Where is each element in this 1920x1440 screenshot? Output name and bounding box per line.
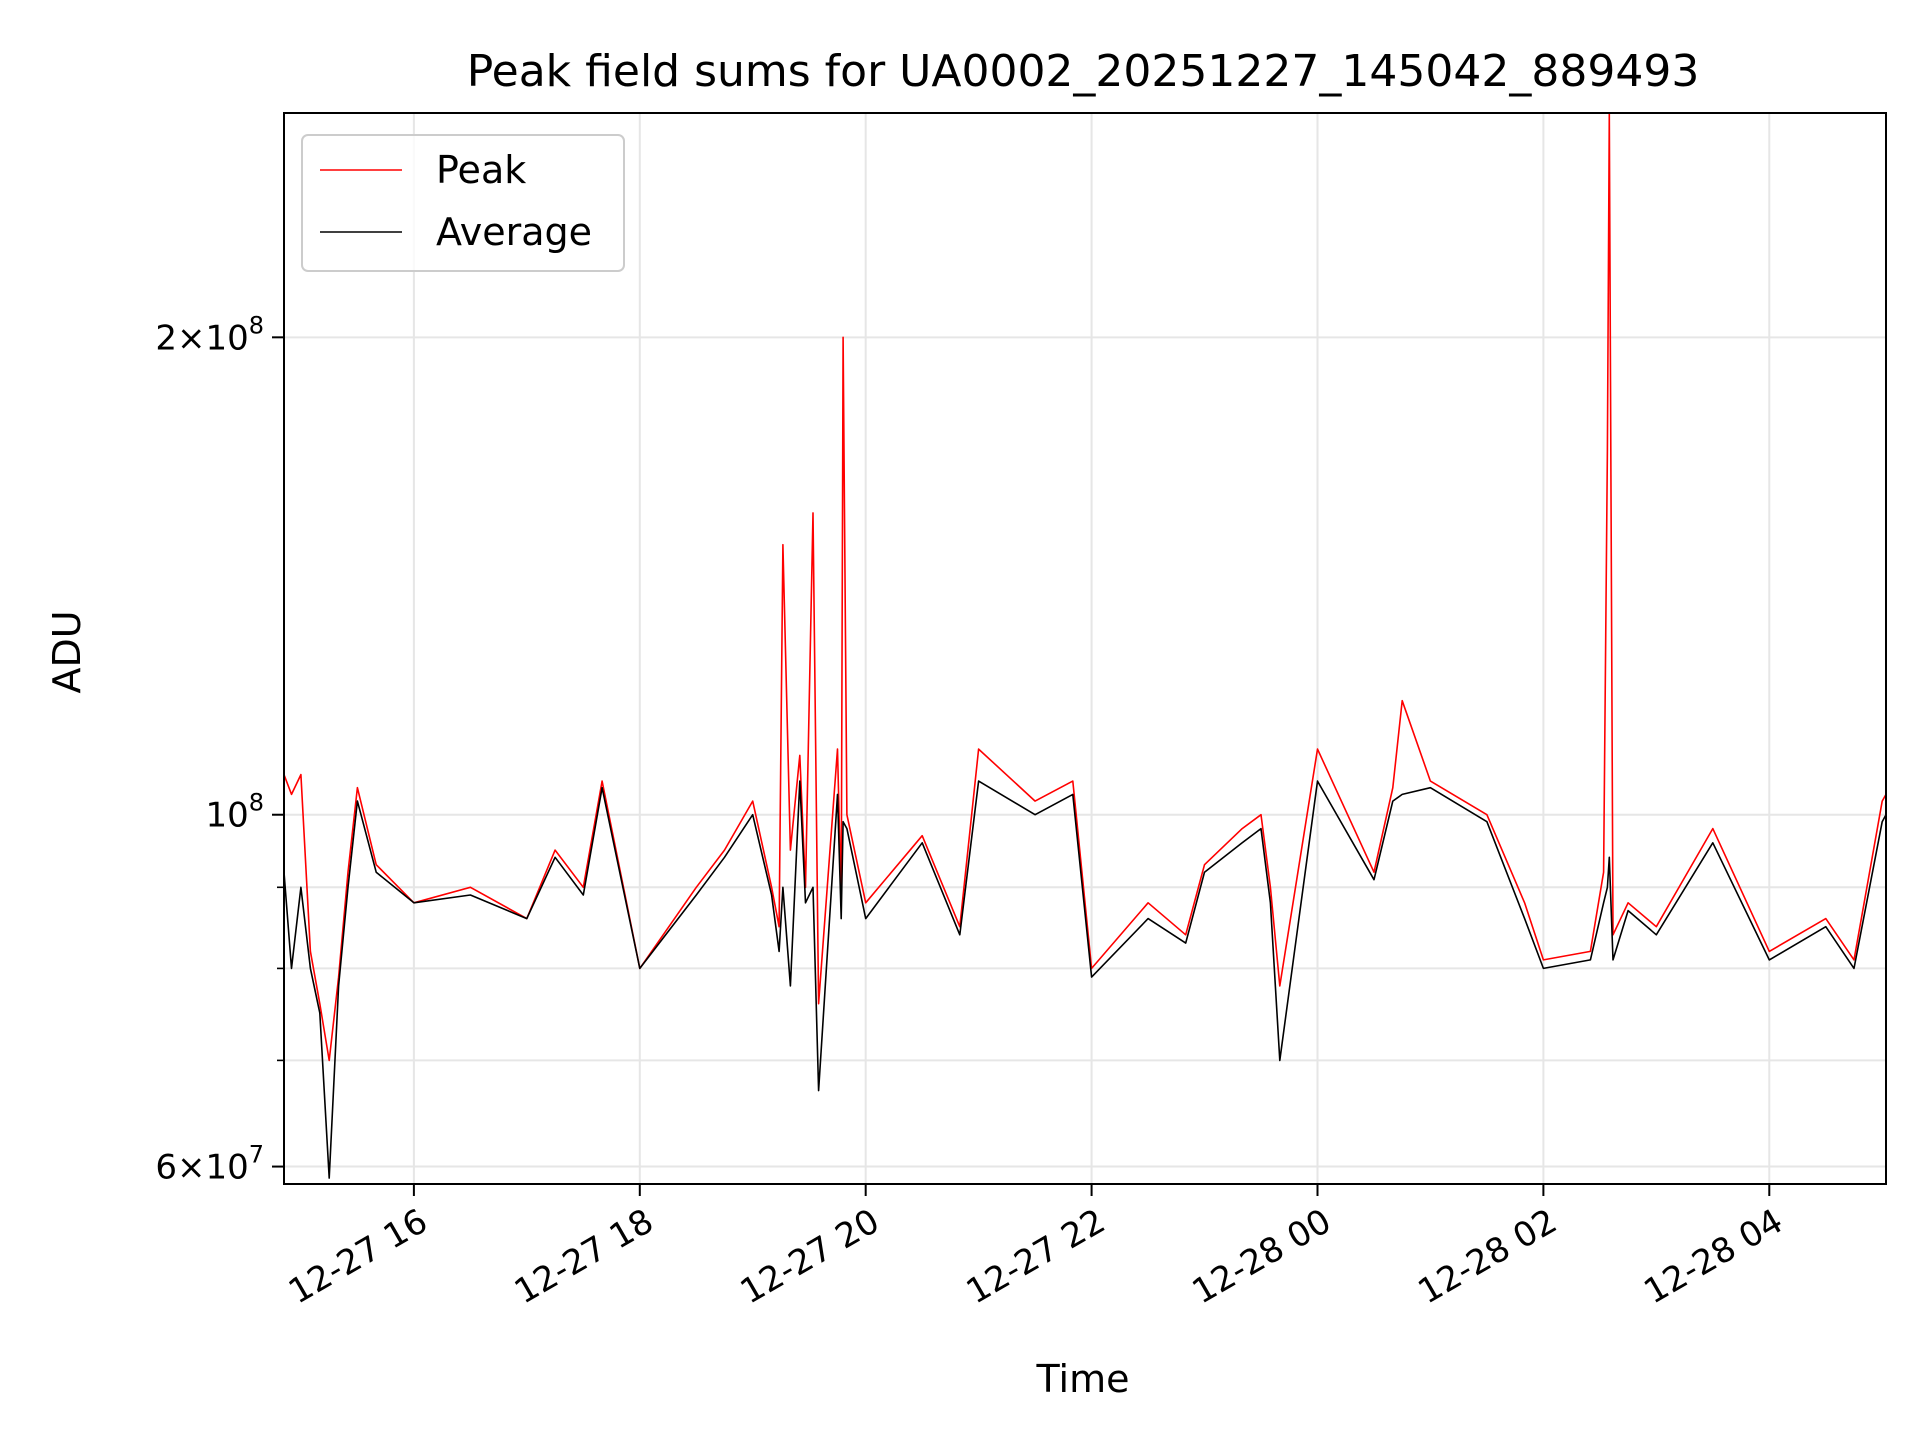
- series-layer: [284, 113, 1886, 1179]
- plot-frame: [283, 112, 1887, 1185]
- legend-box: [301, 134, 625, 272]
- y-tick-label: 108: [205, 789, 264, 836]
- y-tick-label: 2×108: [155, 311, 264, 358]
- series-line-peak: [284, 113, 1886, 1062]
- grid: [284, 113, 1886, 1184]
- legend-label-peak: Peak: [436, 148, 526, 192]
- legend-label-average: Average: [436, 210, 592, 254]
- chart-title: Peak field sums for UA0002_20251227_1450…: [467, 46, 1700, 97]
- series-line-average: [284, 780, 1886, 1179]
- y-tick-label: 6×107: [155, 1141, 264, 1188]
- y-axis-label: ADU: [45, 610, 89, 693]
- x-axis-label: Time: [1036, 1357, 1130, 1401]
- legend: Peak Average: [301, 134, 625, 272]
